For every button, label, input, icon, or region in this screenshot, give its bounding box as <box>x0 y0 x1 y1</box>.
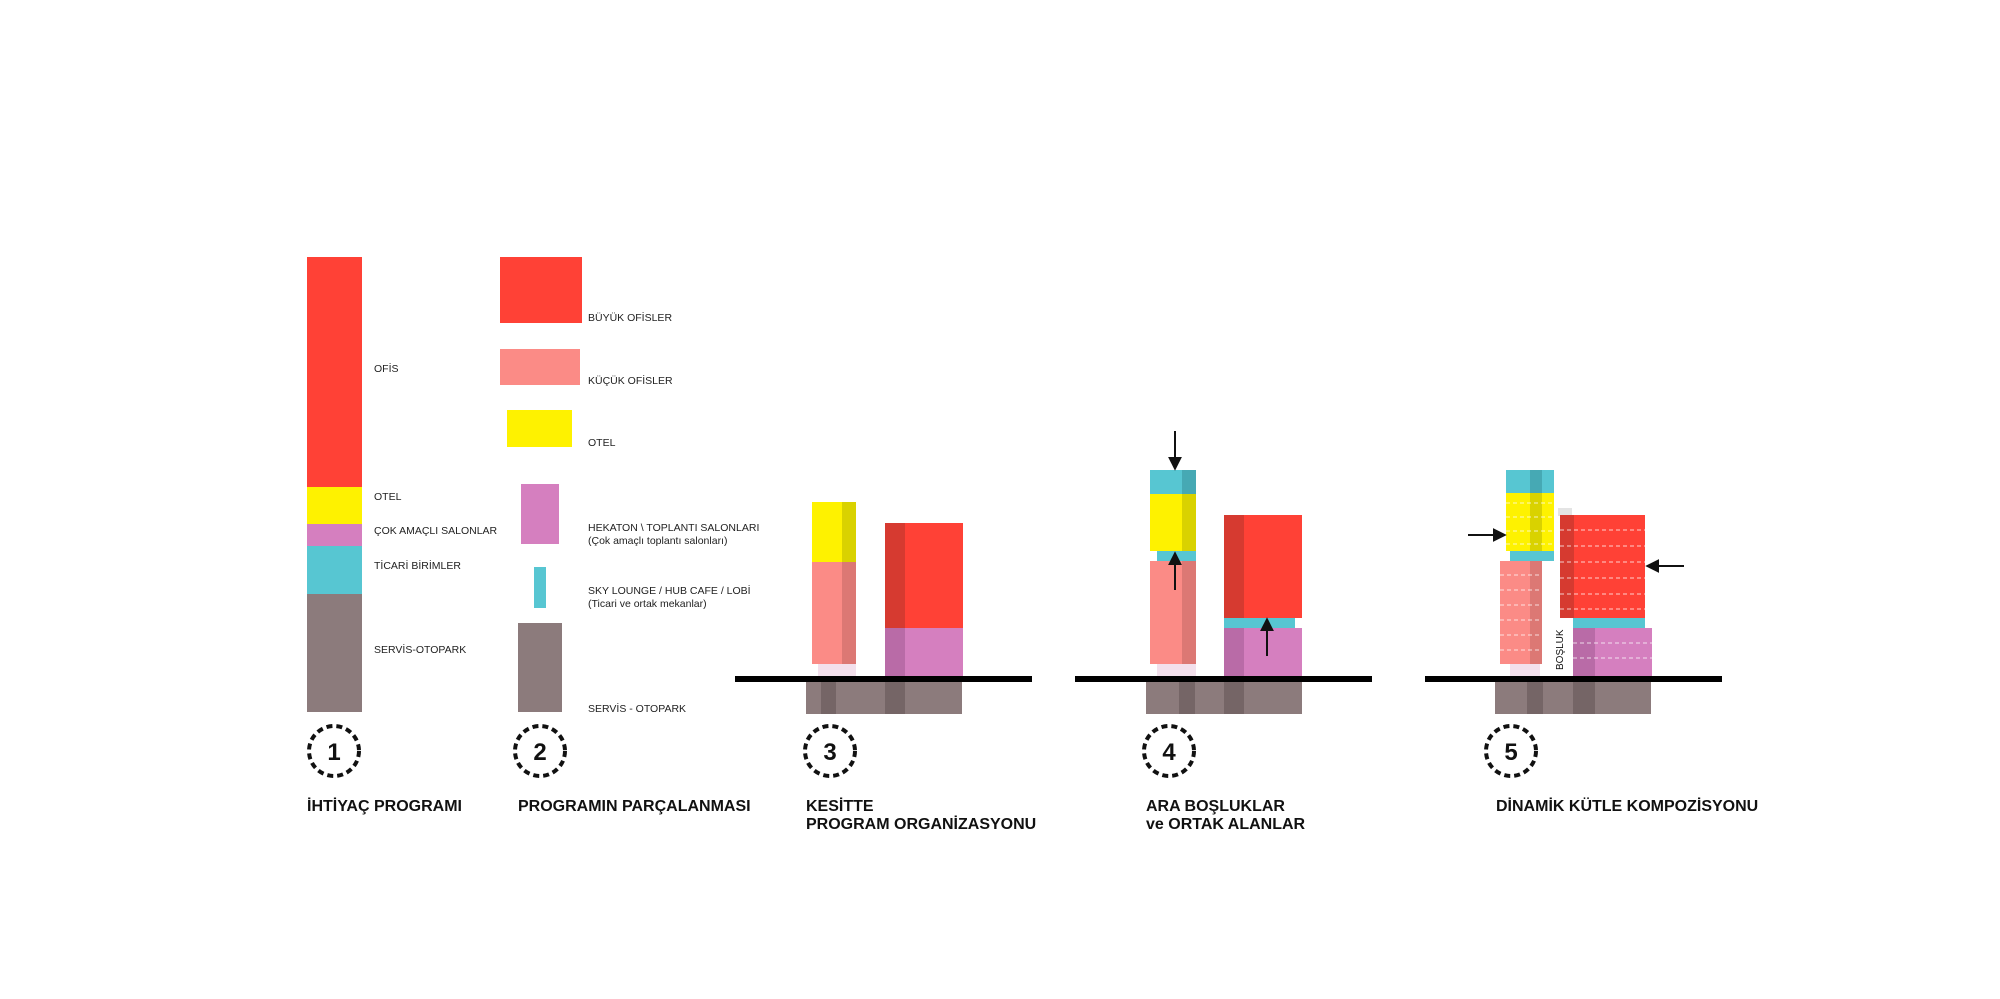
bar-ofis <box>307 257 362 487</box>
t4-right-buyuk-ofis-shade <box>1224 515 1244 618</box>
base-servis-shade-left <box>821 679 836 714</box>
tower-left-plinth <box>818 664 856 677</box>
step-title-3b: PROGRAM ORGANİZASYONU <box>806 815 1036 833</box>
t5-left-otel-shade <box>1530 493 1542 551</box>
t4-left-otel-shade <box>1182 494 1196 551</box>
base-servis-shade-right <box>885 679 905 714</box>
bar-otel <box>307 487 362 524</box>
t5-right-sky <box>1573 618 1645 628</box>
step-circle-1 <box>307 724 361 778</box>
step-circle-4 <box>1142 724 1196 778</box>
t5-left-sky-mid <box>1510 551 1554 561</box>
piece-otel <box>507 410 572 447</box>
t4-left-sky-top-shade <box>1182 470 1196 494</box>
t5-right-top-cap <box>1558 508 1572 516</box>
void-label: BOŞLUK <box>1555 629 1566 670</box>
step-3: 3 KESİTTE PROGRAM ORGANİZASYONU <box>803 724 1036 833</box>
step-1: 1 İHTİYAÇ PROGRAMI <box>307 724 462 815</box>
step-5: 5 DİNAMİK KÜTLE KOMPOZİSYONU <box>1484 724 1758 815</box>
tower-right-buyuk-ofis-shade <box>885 523 905 628</box>
label-hekaton-sub: (Çok amaçlı toplantı salonları) <box>588 535 727 547</box>
label-otel-2: OTEL <box>588 437 616 449</box>
t4-right-hekaton-shade <box>1224 628 1244 677</box>
bar-servis <box>307 594 362 712</box>
step-number-2: 2 <box>533 739 546 766</box>
floor-lines <box>1500 502 1652 659</box>
step-2: 2 PROGRAMIN PARÇALANMASI <box>513 724 751 815</box>
step-title-1: İHTİYAÇ PROGRAMI <box>307 797 462 815</box>
tower-left-kucuk-ofis-shade <box>842 562 856 664</box>
step-title-2: PROGRAMIN PARÇALANMASI <box>518 798 751 815</box>
panel-4-voids <box>1075 431 1372 714</box>
label-hekaton: HEKATON \ TOPLANTI SALONLARI <box>588 522 759 534</box>
t5-right-buyuk-ofis <box>1560 515 1645 618</box>
label-sky-lounge-sub: (Ticari ve ortak mekanlar) <box>588 598 707 610</box>
bar-salon <box>307 524 362 546</box>
label-ticari: TİCARİ BİRİMLER <box>374 559 461 572</box>
panel-2-program-pieces: BÜYÜK OFİSLER KÜÇÜK OFİSLER OTEL HEKATON… <box>500 257 759 715</box>
panel-1-program-bar: OFİS OTEL ÇOK AMAÇLI SALONLAR TİCARİ BİR… <box>307 257 498 712</box>
ground-line-3 <box>735 676 1032 682</box>
step-number-4: 4 <box>1162 739 1176 766</box>
step-number-5: 5 <box>1504 739 1517 766</box>
step-4: 4 ARA BOŞLUKLAR ve ORTAK ALANLAR <box>1142 724 1306 833</box>
panel-5-composition: BOŞLUK <box>1425 470 1722 714</box>
t5-left-sky-top-shade <box>1530 470 1542 493</box>
t4-right-sky <box>1224 618 1295 628</box>
step-circle-3 <box>803 724 857 778</box>
ground-line-4 <box>1075 676 1372 682</box>
t5-right-buyuk-ofis-shade <box>1560 515 1574 618</box>
step-title-3a: KESİTTE <box>806 797 874 815</box>
base-servis-4-shade-left <box>1179 679 1195 714</box>
ground-line-5 <box>1425 676 1722 682</box>
step-number-3: 3 <box>823 739 836 766</box>
t5-right-hekaton-shade <box>1573 628 1595 677</box>
piece-hekaton <box>521 484 559 544</box>
label-sky-lounge: SKY LOUNGE / HUB CAFE / LOBİ <box>588 584 751 597</box>
label-salon: ÇOK AMAÇLI SALONLAR <box>374 525 498 537</box>
piece-buyuk-ofis <box>500 257 582 323</box>
t5-left-plinth <box>1510 664 1540 677</box>
label-servis-2: SERVİS - OTOPARK <box>588 702 686 715</box>
piece-kucuk-ofis <box>500 349 580 385</box>
base-servis-5-shade-right <box>1573 679 1595 714</box>
label-buyuk-ofis: BÜYÜK OFİSLER <box>588 311 672 324</box>
base-servis-4-shade-right <box>1224 679 1244 714</box>
t4-left-sky-mid <box>1157 551 1196 561</box>
t5-left-kucuk-ofis-shade <box>1530 561 1542 664</box>
piece-servis <box>518 623 562 712</box>
t4-left-kucuk-ofis-shade <box>1182 561 1196 664</box>
base-servis-5-shade-left <box>1527 679 1543 714</box>
bar-ticari <box>307 546 362 594</box>
label-servis: SERVİS-OTOPARK <box>374 643 466 656</box>
label-kucuk-ofis: KÜÇÜK OFİSLER <box>588 374 673 387</box>
step-title-5: DİNAMİK KÜTLE KOMPOZİSYONU <box>1496 796 1758 815</box>
panel-3-section <box>735 502 1032 714</box>
step-number-1: 1 <box>327 739 340 766</box>
step-circle-5 <box>1484 724 1538 778</box>
label-otel: OTEL <box>374 491 402 503</box>
t4-left-plinth <box>1157 664 1196 677</box>
tower-left-otel-shade <box>842 502 856 562</box>
tower-right-hekaton-shade <box>885 628 905 677</box>
step-title-4b: ve ORTAK ALANLAR <box>1146 816 1306 833</box>
step-circle-2 <box>513 724 567 778</box>
label-ofis: OFİS <box>374 362 399 375</box>
piece-sky-lounge <box>534 567 546 608</box>
step-title-4a: ARA BOŞLUKLAR <box>1146 798 1285 815</box>
